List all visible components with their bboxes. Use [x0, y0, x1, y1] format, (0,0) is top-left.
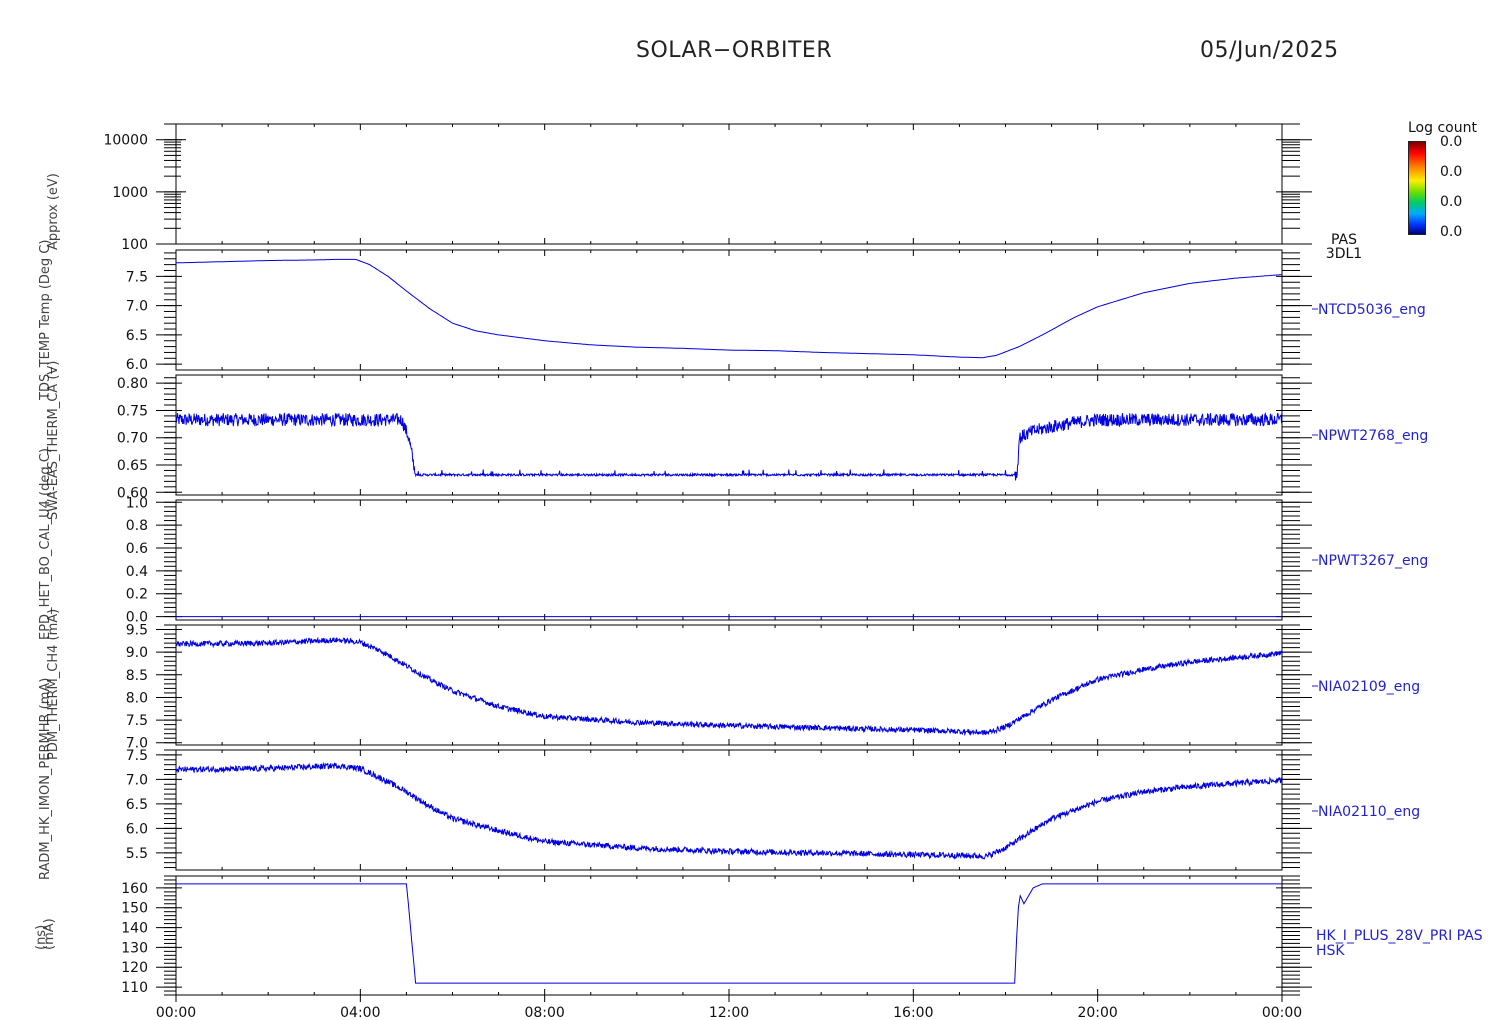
y-tick-label: 0.65: [117, 458, 148, 474]
y-tick-label: 0.4: [126, 564, 148, 580]
y-tick-label: 8.0: [126, 690, 148, 706]
x-tick-label: 08:00: [524, 1005, 564, 1020]
y-tick-label: 7.5: [126, 269, 148, 285]
panel-frame: [175, 249, 1283, 371]
y-tick-label: 110: [121, 980, 148, 996]
y-tick-label: 6.5: [126, 797, 148, 813]
y-tick-label: 120: [121, 960, 148, 976]
y-tick-label: 5.5: [126, 846, 148, 862]
y-tick-label: 0.0: [126, 610, 148, 626]
y-tick-label: 7.5: [126, 713, 148, 729]
y-tick-label: 0.80: [117, 376, 148, 392]
x-tick-label: 00:00: [1262, 1005, 1302, 1020]
colorbar-label: 0.0: [1440, 224, 1463, 240]
panel-label: NPWT2768_eng: [1318, 428, 1428, 444]
y-tick-label: 150: [121, 901, 148, 917]
y-tick-label: 6.0: [126, 357, 148, 373]
panel-label: NPWT3267_eng: [1318, 553, 1428, 569]
y-tick-label: 100: [121, 237, 148, 253]
series-line: [175, 761, 1283, 860]
y-tick-label: 7.0: [126, 736, 148, 752]
series-line: [175, 412, 1283, 481]
colorbar-label: 0.0: [1440, 134, 1463, 150]
panel-label: HSK: [1316, 943, 1345, 959]
colorbar-label: 0.0: [1440, 164, 1463, 180]
x-tick-label: 16:00: [893, 1005, 933, 1020]
date-label: 05/Jun/2025: [1200, 38, 1339, 63]
y-tick-label: 0.60: [117, 485, 148, 501]
panel-label: HK_I_PLUS_28V_PRI PAS: [1316, 928, 1483, 944]
y-tick-label: 6.0: [126, 821, 148, 837]
y-tick-label: 130: [121, 940, 148, 956]
x-tick-label: 20:00: [1077, 1005, 1117, 1020]
y-tick-label: 0.75: [117, 403, 148, 419]
y-tick-label: 6.5: [126, 328, 148, 344]
panel-label: NIA02110_eng: [1318, 804, 1420, 820]
y-tick-label: 140: [121, 921, 148, 937]
panel-frame: [175, 123, 1283, 245]
y-tick-label: 10000: [103, 133, 148, 149]
y-tick-label: 7.0: [126, 772, 148, 788]
colorbar: [1408, 141, 1426, 235]
panel-label: NTCD5036_eng: [1318, 302, 1426, 318]
y-tick-label: 160: [121, 881, 148, 897]
series-line: [176, 883, 1282, 984]
y-tick-label: 0.6: [126, 541, 148, 557]
y-tick-label: 0.8: [126, 518, 148, 534]
panel-frame: [175, 624, 1283, 746]
panel-frame: [175, 499, 1283, 621]
colorbar-title: Log count: [1408, 120, 1477, 136]
panel-label: NIA02109_eng: [1318, 679, 1420, 695]
page-title: SOLAR−ORBITER: [636, 38, 833, 63]
series-line: [175, 258, 1283, 359]
y-tick-label: 8.5: [126, 668, 148, 684]
x-tick-label: 00:00: [156, 1005, 196, 1020]
y-tick-label: 7.5: [126, 748, 148, 764]
x-tick-label: 12:00: [709, 1005, 749, 1020]
colorbar-label: 0.0: [1440, 194, 1463, 210]
panel-label: PAS: [1331, 232, 1357, 248]
series-line: [175, 636, 1283, 737]
y-tick-label: 0.2: [126, 587, 148, 603]
panel-frame: [175, 374, 1283, 496]
y-tick-label: 9.5: [126, 623, 148, 639]
y-tick-label: 1.0: [126, 495, 148, 511]
y-tick-label: 0.70: [117, 431, 148, 447]
panel-label: 3DL1: [1326, 246, 1362, 262]
y-tick-label: 9.0: [126, 645, 148, 661]
x-tick-label: 04:00: [340, 1005, 380, 1020]
y-tick-label: 1000: [112, 185, 148, 201]
y-tick-label: 7.0: [126, 299, 148, 315]
panel-frame: [175, 875, 1283, 996]
